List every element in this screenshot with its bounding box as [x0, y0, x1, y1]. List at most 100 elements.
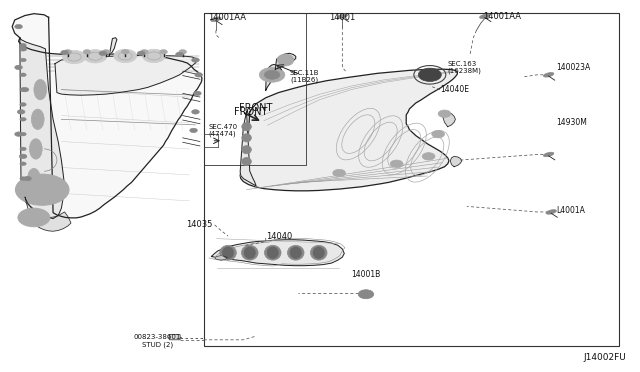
Text: 140023A: 140023A	[556, 63, 591, 72]
Circle shape	[20, 73, 26, 77]
Text: FRONT: FRONT	[239, 103, 272, 113]
Text: L4001A: L4001A	[556, 206, 585, 215]
Ellipse shape	[287, 245, 304, 260]
Circle shape	[432, 131, 445, 138]
Polygon shape	[211, 240, 344, 266]
Circle shape	[20, 177, 26, 180]
Ellipse shape	[242, 134, 252, 142]
Circle shape	[99, 51, 107, 55]
Text: J14002FU: J14002FU	[584, 353, 627, 362]
Ellipse shape	[264, 245, 281, 260]
Circle shape	[189, 128, 197, 133]
Circle shape	[114, 49, 137, 62]
Circle shape	[20, 147, 26, 151]
Ellipse shape	[543, 73, 554, 77]
Text: FRONT: FRONT	[234, 107, 267, 117]
Polygon shape	[109, 38, 117, 55]
Ellipse shape	[31, 109, 44, 129]
Ellipse shape	[29, 139, 42, 159]
Circle shape	[83, 49, 91, 54]
Text: SEC.470
(47474): SEC.470 (47474)	[208, 124, 237, 137]
Circle shape	[84, 49, 107, 63]
Text: SEC.163
(16238M): SEC.163 (16238M)	[448, 61, 481, 74]
Ellipse shape	[546, 210, 556, 214]
Circle shape	[264, 70, 280, 79]
Circle shape	[20, 88, 26, 92]
Text: 14035: 14035	[186, 221, 212, 230]
Circle shape	[358, 290, 374, 299]
Ellipse shape	[211, 17, 221, 22]
Polygon shape	[25, 197, 71, 231]
Text: 14040: 14040	[266, 231, 292, 241]
Circle shape	[20, 58, 26, 62]
Ellipse shape	[290, 247, 301, 259]
Polygon shape	[20, 38, 65, 219]
Ellipse shape	[337, 14, 348, 19]
Circle shape	[15, 132, 22, 137]
Text: SEC.11B
(11B26): SEC.11B (11B26)	[289, 70, 319, 83]
Circle shape	[20, 103, 26, 106]
Circle shape	[19, 154, 27, 158]
Ellipse shape	[242, 157, 252, 166]
Circle shape	[15, 174, 69, 205]
Polygon shape	[443, 113, 456, 127]
Text: 00823-38601
STUD (2): 00823-38601 STUD (2)	[134, 334, 181, 348]
Circle shape	[193, 91, 201, 96]
Polygon shape	[240, 69, 458, 191]
Circle shape	[179, 49, 186, 54]
Circle shape	[143, 49, 166, 62]
Ellipse shape	[310, 245, 327, 260]
Circle shape	[20, 43, 26, 47]
Circle shape	[20, 118, 26, 121]
Circle shape	[17, 110, 25, 114]
Circle shape	[19, 46, 27, 51]
Circle shape	[138, 51, 145, 55]
Circle shape	[175, 52, 183, 57]
Ellipse shape	[28, 169, 40, 189]
Ellipse shape	[222, 247, 234, 259]
Text: 14001AA: 14001AA	[208, 13, 246, 22]
Ellipse shape	[34, 80, 47, 100]
Circle shape	[21, 87, 29, 92]
Ellipse shape	[313, 247, 324, 259]
Polygon shape	[240, 112, 256, 186]
Circle shape	[333, 169, 346, 177]
Polygon shape	[275, 53, 296, 69]
Ellipse shape	[267, 247, 278, 259]
Circle shape	[259, 67, 285, 82]
Bar	[204, 13, 306, 164]
Circle shape	[63, 50, 86, 64]
Circle shape	[390, 160, 403, 167]
Circle shape	[18, 208, 50, 227]
Polygon shape	[214, 256, 227, 260]
Circle shape	[24, 179, 60, 200]
Circle shape	[191, 58, 199, 62]
Ellipse shape	[242, 145, 252, 154]
Circle shape	[422, 153, 435, 160]
Ellipse shape	[242, 123, 252, 131]
Text: 14930M: 14930M	[556, 119, 587, 128]
Polygon shape	[266, 64, 278, 90]
Bar	[204, 13, 619, 346]
Text: 14040E: 14040E	[440, 85, 469, 94]
Ellipse shape	[244, 247, 255, 259]
Circle shape	[419, 68, 442, 81]
Circle shape	[195, 73, 202, 77]
Ellipse shape	[241, 245, 258, 260]
Polygon shape	[55, 55, 197, 95]
Ellipse shape	[220, 245, 236, 260]
Circle shape	[24, 176, 31, 181]
Circle shape	[15, 65, 22, 70]
Text: 14001: 14001	[329, 13, 355, 22]
Circle shape	[191, 110, 199, 114]
Polygon shape	[12, 14, 202, 218]
Circle shape	[102, 49, 110, 54]
Ellipse shape	[543, 152, 554, 157]
Circle shape	[20, 162, 26, 166]
Polygon shape	[451, 156, 462, 167]
Circle shape	[61, 50, 68, 55]
Circle shape	[141, 49, 148, 54]
FancyBboxPatch shape	[170, 335, 180, 340]
Circle shape	[15, 25, 22, 29]
Circle shape	[438, 110, 451, 118]
